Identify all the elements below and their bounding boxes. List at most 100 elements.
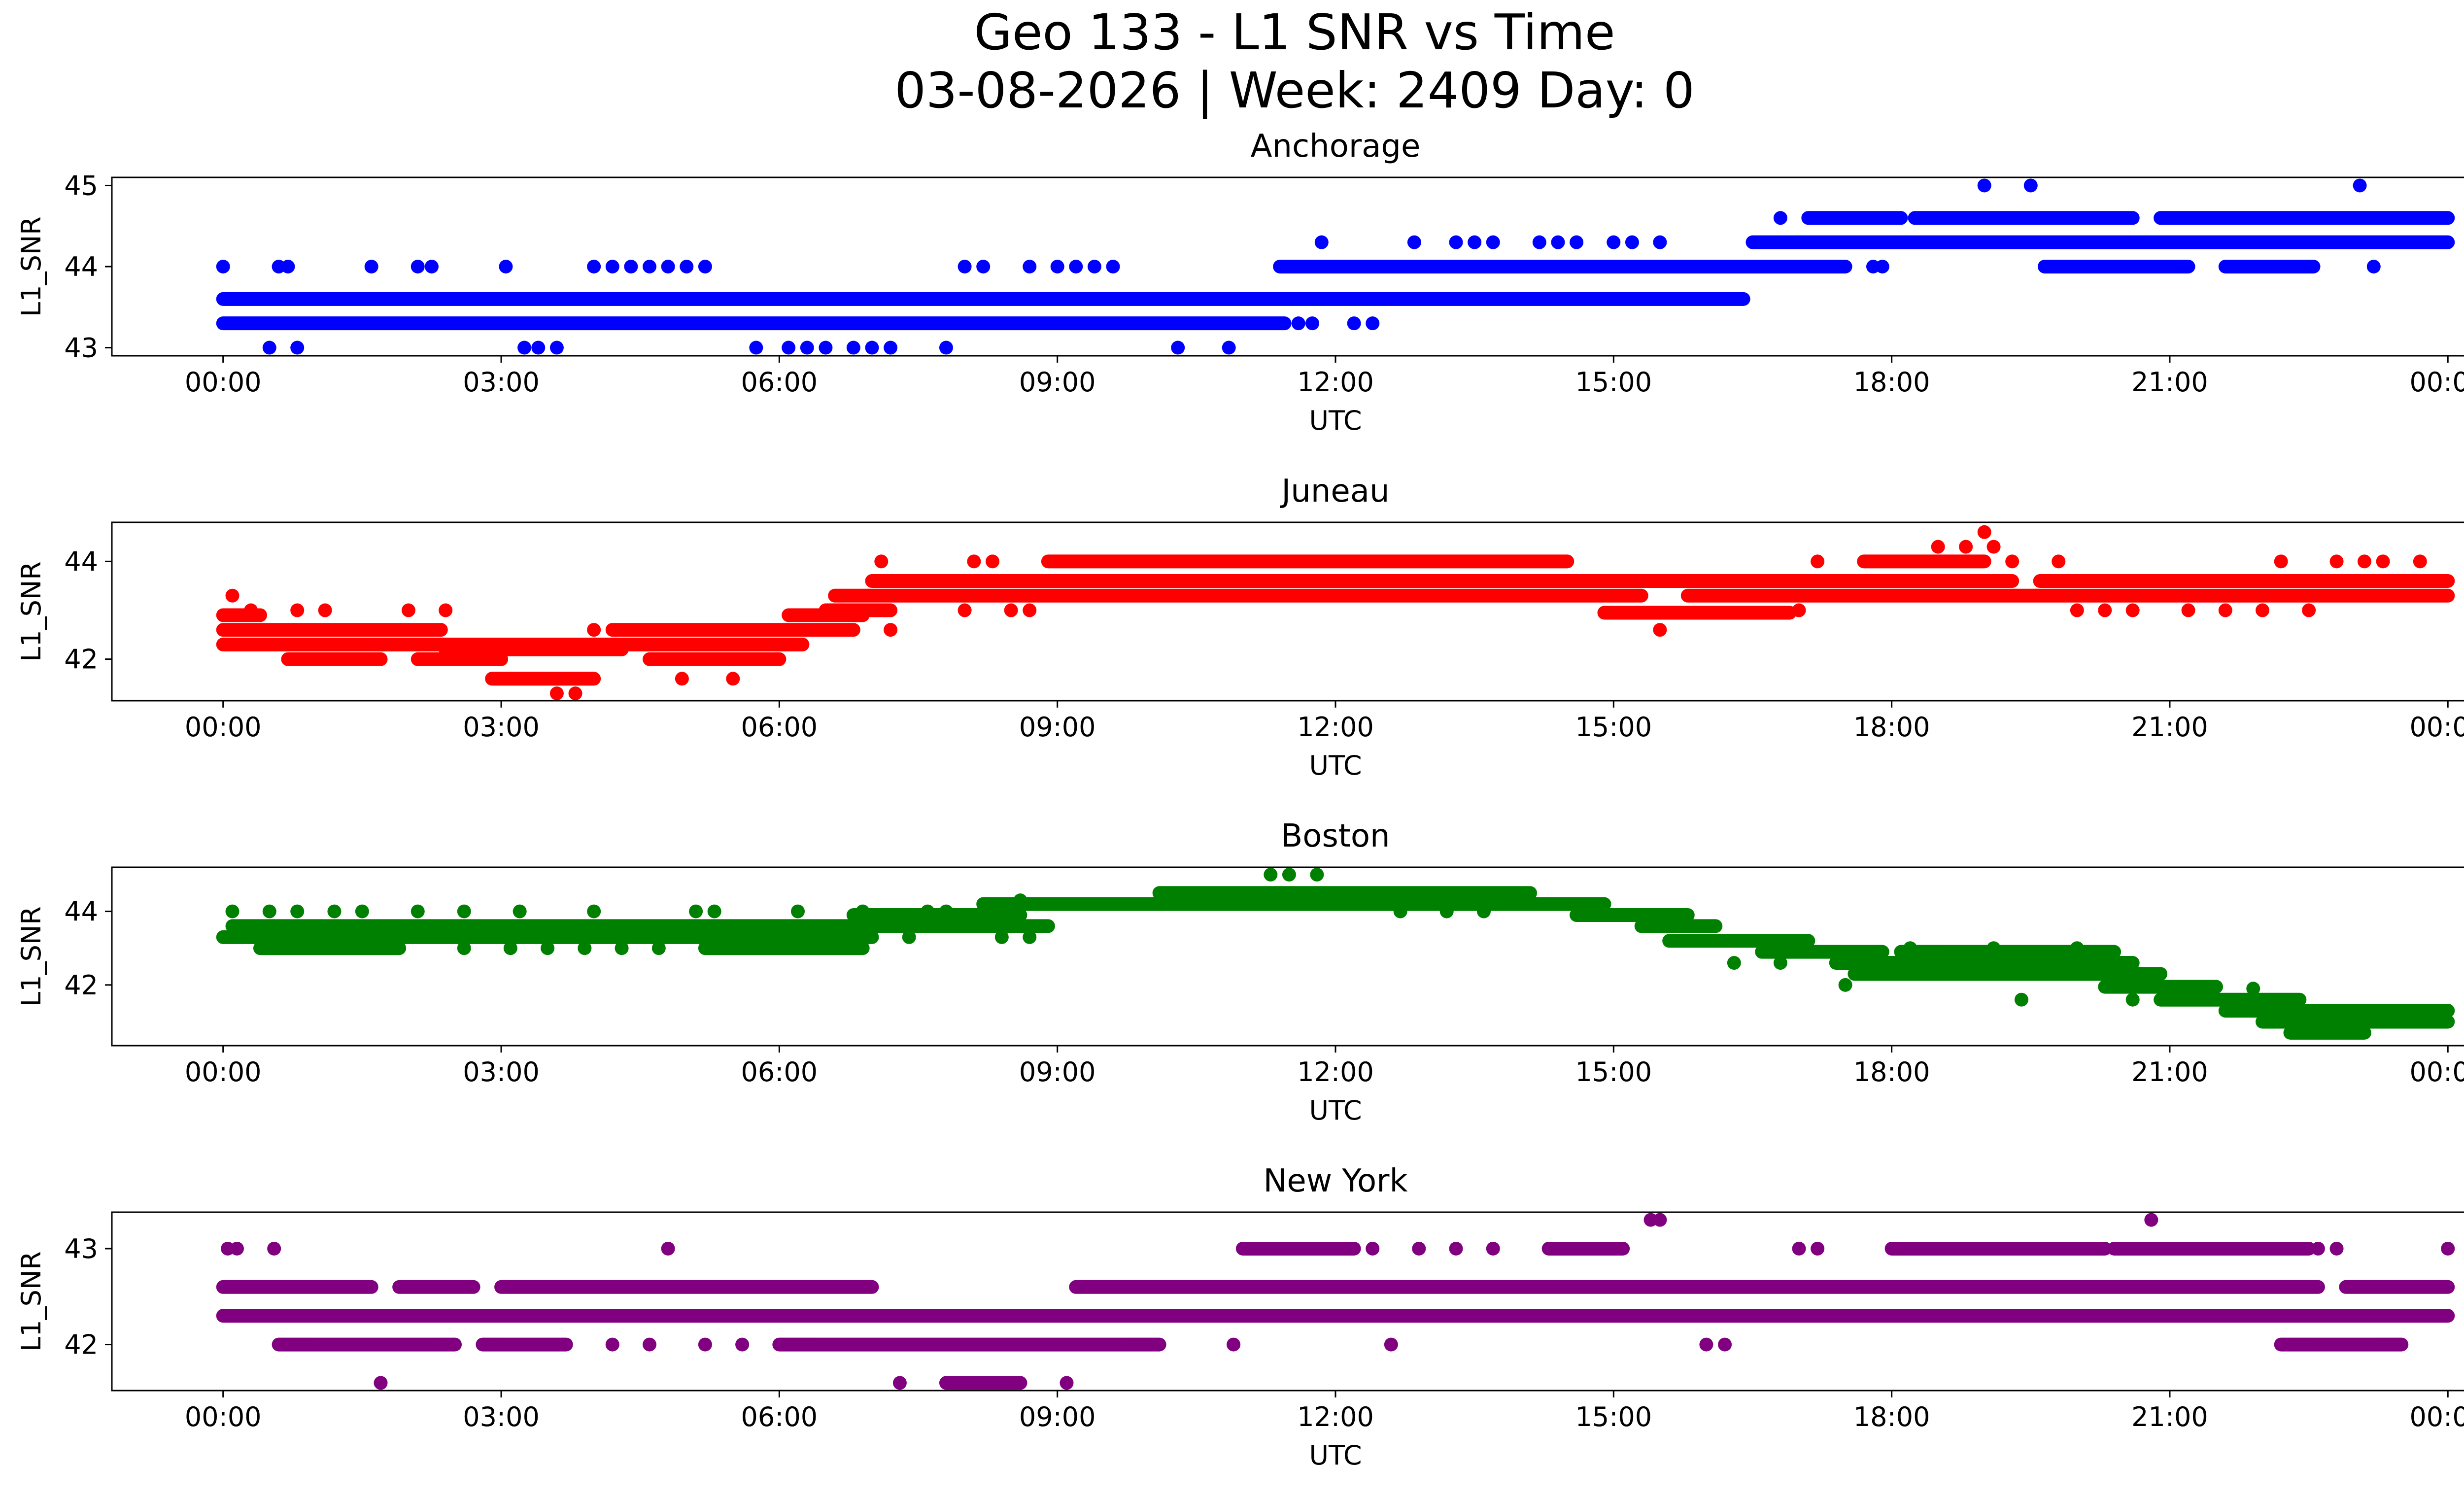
data-point <box>1023 930 1037 944</box>
data-point <box>689 904 703 919</box>
data-point <box>2353 178 2367 193</box>
x-tick-label: 15:00 <box>1575 367 1652 398</box>
y-tick-label: 44 <box>64 251 98 282</box>
data-point <box>675 672 689 686</box>
data-point <box>2329 1241 2344 1256</box>
data-point <box>267 1241 281 1256</box>
data-point <box>1699 1337 1713 1352</box>
data-point <box>1838 978 1852 992</box>
subplot-new-york: New York 00:00 03:00 06:00 09:00 12:00 15:00 1… <box>16 1163 2464 1471</box>
data-marks <box>216 525 2455 701</box>
subplot-juneau: Juneau 00:00 03:00 06:00 09:00 12:00 15:00 18:… <box>16 473 2464 781</box>
x-tick-label: 18:00 <box>1853 712 1930 743</box>
data-point <box>1977 178 1991 193</box>
x-tick-label: 15:00 <box>1575 1056 1652 1088</box>
data-point <box>865 340 879 355</box>
data-marks <box>216 178 2455 355</box>
data-point <box>2125 992 2140 1007</box>
data-point <box>401 603 415 617</box>
data-point <box>1310 867 1324 882</box>
data-point <box>2413 554 2427 569</box>
data-point <box>782 340 796 355</box>
x-tick-label: 09:00 <box>1019 367 1096 398</box>
x-tick-label: 00:00 <box>2409 1401 2464 1432</box>
data-point <box>749 340 763 355</box>
y-axis-label: L1_SNR <box>16 906 47 1007</box>
data-point <box>1476 904 1491 919</box>
data-point <box>2125 603 2140 617</box>
subplot-title: New York <box>1263 1163 1407 1199</box>
x-axis-label: UTC <box>1309 1095 1362 1126</box>
x-tick-label: 15:00 <box>1575 1401 1652 1432</box>
data-point <box>2014 992 2028 1007</box>
data-point <box>1023 603 1037 617</box>
data-point <box>2366 260 2381 273</box>
data-point <box>531 340 546 355</box>
data-point <box>517 340 532 355</box>
x-tick-label: 06:00 <box>741 1401 818 1432</box>
data-point <box>967 554 981 569</box>
data-point <box>698 1337 712 1352</box>
data-point <box>846 340 860 355</box>
x-tick-label: 00:00 <box>185 367 262 398</box>
data-point <box>643 1337 657 1352</box>
x-tick-label: 12:00 <box>1297 367 1374 398</box>
data-point <box>1366 1241 1380 1256</box>
x-tick-label: 21:00 <box>2131 367 2208 398</box>
data-point <box>1264 867 1278 882</box>
x-tick-label: 18:00 <box>1853 1401 1930 1432</box>
data-point <box>1727 956 1741 970</box>
data-point <box>958 603 972 617</box>
data-point <box>2302 603 2316 617</box>
data-point <box>2070 941 2084 955</box>
data-point <box>262 904 276 919</box>
x-tick-label: 03:00 <box>463 712 540 743</box>
data-point <box>615 941 629 955</box>
x-tick-label: 21:00 <box>2131 1056 2208 1088</box>
data-point <box>819 340 833 355</box>
y-axis-label: L1_SNR <box>16 216 47 317</box>
data-point <box>1468 235 1482 249</box>
data-point <box>1551 235 1565 249</box>
data-point <box>578 941 592 955</box>
x-tick-label: 15:00 <box>1575 712 1652 743</box>
data-marks <box>216 1213 2455 1390</box>
data-point <box>1013 893 1027 908</box>
x-tick-label: 00:00 <box>185 1056 262 1088</box>
data-point <box>1625 235 1639 249</box>
x-tick-label: 21:00 <box>2131 712 2208 743</box>
x-tick-label: 03:00 <box>463 1056 540 1088</box>
data-point <box>1875 260 1889 273</box>
data-point <box>874 554 889 569</box>
x-tick-label: 06:00 <box>741 712 818 743</box>
data-point <box>698 260 712 273</box>
data-point <box>1439 904 1454 919</box>
data-point <box>1676 574 1690 588</box>
x-tick-label: 03:00 <box>463 1401 540 1432</box>
data-point <box>661 1241 675 1256</box>
x-tick-label: 12:00 <box>1297 1056 1374 1088</box>
data-point <box>1792 603 1806 617</box>
x-tick-label: 09:00 <box>1019 712 1096 743</box>
data-point <box>2256 603 2270 617</box>
data-point <box>1903 941 1917 955</box>
data-point <box>1486 1241 1500 1256</box>
data-point <box>549 686 564 701</box>
data-point <box>1959 540 1973 554</box>
data-point <box>549 340 564 355</box>
data-point <box>939 340 953 355</box>
data-point <box>262 340 276 355</box>
data-point <box>1393 904 1407 919</box>
data-point <box>1718 1337 1732 1352</box>
data-point <box>587 623 601 637</box>
data-point <box>216 260 230 273</box>
data-point <box>327 904 342 919</box>
data-point <box>2144 1213 2158 1227</box>
data-point <box>680 260 694 273</box>
data-point <box>856 904 870 919</box>
data-point <box>800 340 814 355</box>
data-point <box>2098 603 2112 617</box>
data-point <box>1532 235 1546 249</box>
y-axis-label: L1_SNR <box>16 561 47 662</box>
